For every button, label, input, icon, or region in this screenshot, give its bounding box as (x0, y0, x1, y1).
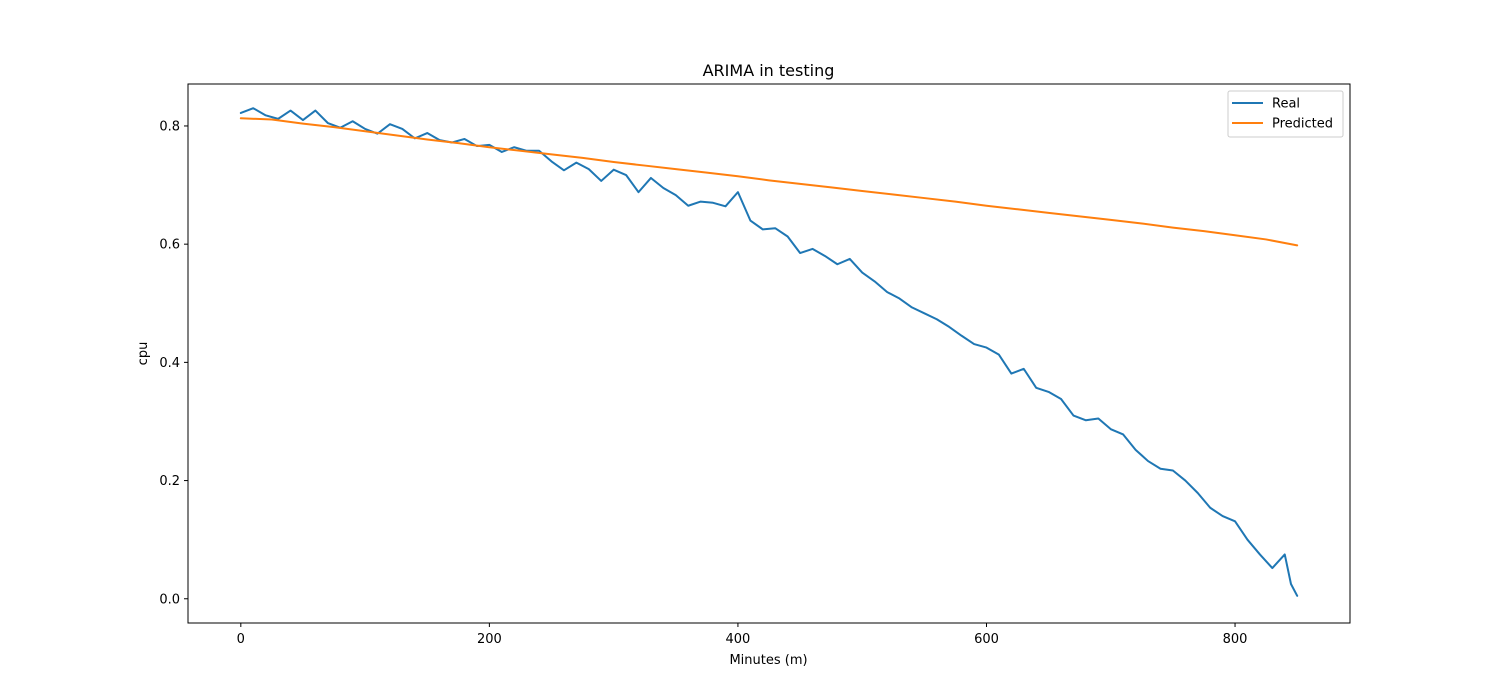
y-axis: 0.0 0.2 0.4 0.6 0.8 (159, 119, 188, 607)
chart-title: ARIMA in testing (703, 61, 835, 80)
y-tick-label: 0.2 (159, 474, 180, 489)
legend: Real Predicted (1227, 90, 1344, 138)
series-line-real (239, 107, 1299, 597)
series-layer (239, 107, 1299, 597)
x-axis: 0 200 400 600 800 (237, 623, 1248, 647)
y-axis-label: cpu (136, 342, 151, 366)
x-tick-label: 0 (237, 632, 245, 647)
x-tick-label: 400 (726, 632, 751, 647)
y-tick-label: 0.6 (159, 238, 180, 253)
x-axis-label: Minutes (m) (729, 653, 807, 668)
legend-label-predicted: Predicted (1272, 117, 1333, 132)
y-tick-label: 0.0 (159, 592, 180, 607)
y-tick-label: 0.8 (159, 119, 180, 134)
x-tick-label: 600 (974, 632, 999, 647)
x-tick-label: 800 (1223, 632, 1248, 647)
y-tick-label: 0.4 (159, 356, 180, 371)
series-line-predicted (239, 117, 1299, 247)
plot-frame (187, 83, 1351, 624)
legend-label-real: Real (1272, 97, 1300, 112)
x-tick-label: 200 (477, 632, 502, 647)
